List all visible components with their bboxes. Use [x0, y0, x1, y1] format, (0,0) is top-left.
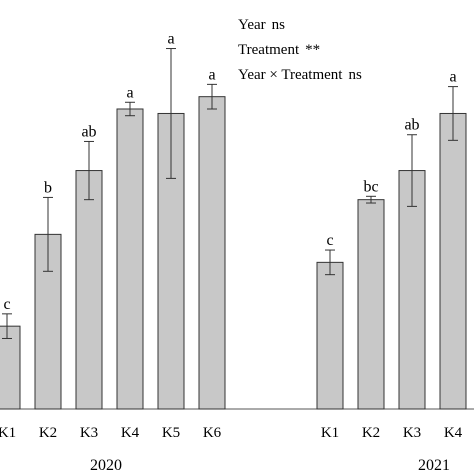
- year-group-label: 2021: [418, 457, 450, 474]
- x-tick-label: K3: [403, 425, 421, 441]
- annotation-treatment: Treatment **: [238, 42, 320, 58]
- significance-letter: ab: [81, 123, 96, 140]
- significance-letter: a: [208, 66, 215, 83]
- significance-letter: ab: [404, 117, 419, 134]
- bar-2021-K1: [316, 261, 344, 410]
- significance-letter: a: [167, 31, 174, 48]
- bar-2020-K4: [116, 108, 144, 410]
- bar-2021-K2: [357, 199, 385, 410]
- x-tick-label: K2: [362, 425, 380, 441]
- x-tick-label: K4: [121, 425, 140, 441]
- x-tick-label: K4: [444, 425, 463, 441]
- bar-2020-K6: [198, 96, 226, 410]
- significance-letter: c: [3, 296, 10, 313]
- significance-letter: a: [449, 69, 456, 86]
- significance-letter: b: [44, 179, 52, 196]
- x-tick-label: K1: [321, 425, 339, 441]
- significance-letter: c: [326, 232, 333, 249]
- year-group-label: 2020: [90, 457, 122, 474]
- x-tick-label: K6: [203, 425, 222, 441]
- x-tick-label: K3: [80, 425, 98, 441]
- annotation-year: Year ns: [238, 17, 285, 33]
- bar-2021-K4: [439, 112, 467, 410]
- x-tick-label: K5: [162, 425, 180, 441]
- x-tick-label: K1: [0, 425, 16, 441]
- significance-letter: bc: [363, 178, 378, 195]
- bar-2021-K3: [398, 170, 426, 410]
- x-tick-label: K2: [39, 425, 57, 441]
- significance-letter: a: [126, 84, 133, 101]
- bar-2020-K3: [75, 170, 103, 410]
- annotation-interaction: Year × Treatment ns: [238, 67, 362, 83]
